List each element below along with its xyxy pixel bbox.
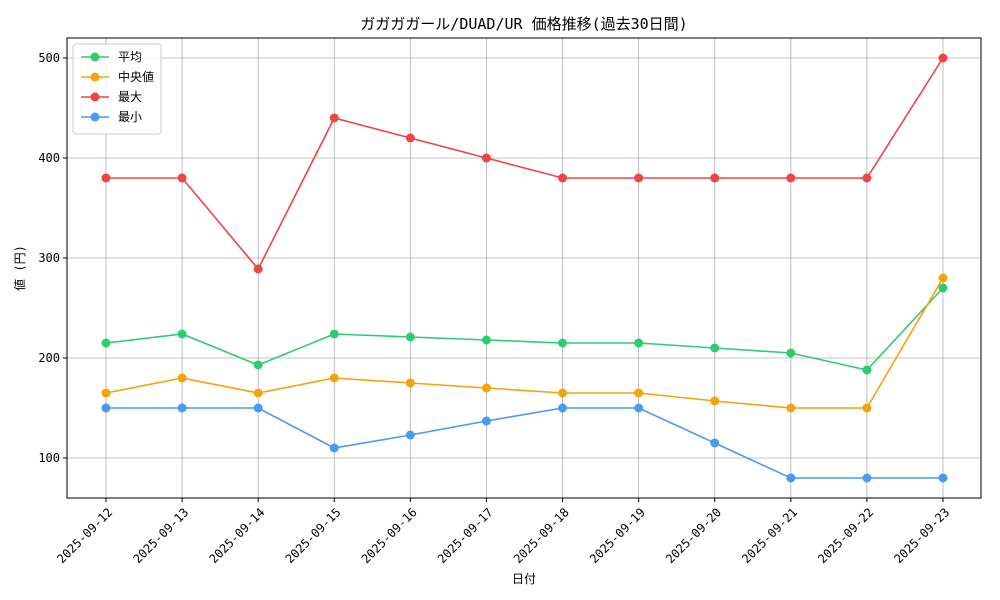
x-tick-label: 2025-09-14 xyxy=(207,505,268,566)
data-point xyxy=(786,173,796,183)
y-axis: 100 200 300 400 500 xyxy=(38,51,67,465)
x-tick-label: 2025-09-17 xyxy=(435,505,496,566)
data-point xyxy=(558,173,568,183)
data-point xyxy=(634,403,644,413)
plot-frame xyxy=(66,37,982,499)
legend-entry: 最大 xyxy=(81,90,142,104)
grid xyxy=(67,38,981,498)
data-point xyxy=(938,473,948,483)
y-tick-label: 400 xyxy=(38,151,60,165)
series-line xyxy=(106,57,944,271)
data-point xyxy=(710,173,720,183)
legend-entry: 最小 xyxy=(81,110,142,124)
data-point xyxy=(329,443,339,453)
series-line xyxy=(106,407,943,479)
data-point xyxy=(101,338,111,348)
data-point xyxy=(329,373,339,383)
x-tick-label: 2025-09-15 xyxy=(283,505,344,566)
data-point xyxy=(481,383,491,393)
data-point xyxy=(405,430,415,440)
legend-label: 最大 xyxy=(118,90,142,104)
data-point xyxy=(329,113,339,123)
series-layer xyxy=(101,53,948,483)
data-point xyxy=(481,416,491,426)
data-point xyxy=(938,283,948,293)
legend-marker xyxy=(90,112,100,122)
legend-label: 中央値 xyxy=(118,69,154,84)
legend-label: 最小 xyxy=(118,110,142,124)
data-point xyxy=(177,329,187,339)
legend-marker xyxy=(90,72,100,82)
data-point xyxy=(101,403,111,413)
x-tick-label: 2025-09-20 xyxy=(663,505,724,566)
data-point xyxy=(253,403,263,413)
data-point xyxy=(786,473,796,483)
data-point xyxy=(177,403,187,413)
x-tick-label: 2025-09-13 xyxy=(130,505,191,566)
data-point xyxy=(710,343,720,353)
y-tick-label: 300 xyxy=(38,251,60,265)
data-point xyxy=(558,403,568,413)
data-point xyxy=(710,396,720,406)
data-point xyxy=(634,338,644,348)
series-3 xyxy=(101,403,948,483)
data-point xyxy=(177,173,187,183)
x-tick-label: 2025-09-23 xyxy=(891,505,952,566)
data-point xyxy=(253,360,263,370)
data-point xyxy=(405,332,415,342)
x-tick-label: 2025-09-19 xyxy=(587,505,648,566)
y-axis-label: 値 (円) xyxy=(12,245,27,291)
x-tick-label: 2025-09-22 xyxy=(815,505,876,566)
legend-marker xyxy=(90,92,100,102)
x-axis: 2025-09-12 2025-09-13 2025-09-14 2025-09-15… xyxy=(54,498,952,566)
data-point xyxy=(481,335,491,345)
y-tick-label: 500 xyxy=(38,51,60,65)
series-line xyxy=(105,277,944,409)
data-point xyxy=(634,173,644,183)
data-point xyxy=(481,153,491,163)
series-line xyxy=(105,287,944,371)
data-point xyxy=(862,365,872,375)
data-point xyxy=(405,133,415,143)
data-point xyxy=(329,329,339,339)
data-point xyxy=(558,388,568,398)
data-point xyxy=(862,173,872,183)
series-1 xyxy=(101,273,948,413)
x-tick-label: 2025-09-12 xyxy=(54,505,115,566)
chart-title: ガガガガール/DUAD/UR 価格推移(過去30日間) xyxy=(360,15,687,33)
data-point xyxy=(253,388,263,398)
y-tick-label: 200 xyxy=(38,351,60,365)
data-point xyxy=(862,473,872,483)
data-point xyxy=(862,403,872,413)
data-point xyxy=(558,338,568,348)
data-point xyxy=(710,438,720,448)
x-tick-label: 2025-09-21 xyxy=(739,505,800,566)
x-tick-label: 2025-09-18 xyxy=(511,505,572,566)
legend-entry: 中央値 xyxy=(81,69,154,84)
data-point xyxy=(101,173,111,183)
legend-box xyxy=(72,43,162,135)
data-point xyxy=(938,273,948,283)
legend-entry: 平均 xyxy=(81,50,142,64)
data-point xyxy=(786,403,796,413)
data-point xyxy=(101,388,111,398)
series-2 xyxy=(101,53,948,274)
data-point xyxy=(253,264,263,274)
data-point xyxy=(786,348,796,358)
data-point xyxy=(405,378,415,388)
data-point xyxy=(634,388,644,398)
legend-marker xyxy=(90,52,100,62)
legend-label: 平均 xyxy=(118,50,142,64)
x-axis-label: 日付 xyxy=(512,572,536,586)
series-0 xyxy=(101,283,948,375)
data-point xyxy=(177,373,187,383)
data-point xyxy=(938,53,948,63)
x-tick-label: 2025-09-16 xyxy=(359,505,420,566)
y-tick-label: 100 xyxy=(38,451,60,465)
